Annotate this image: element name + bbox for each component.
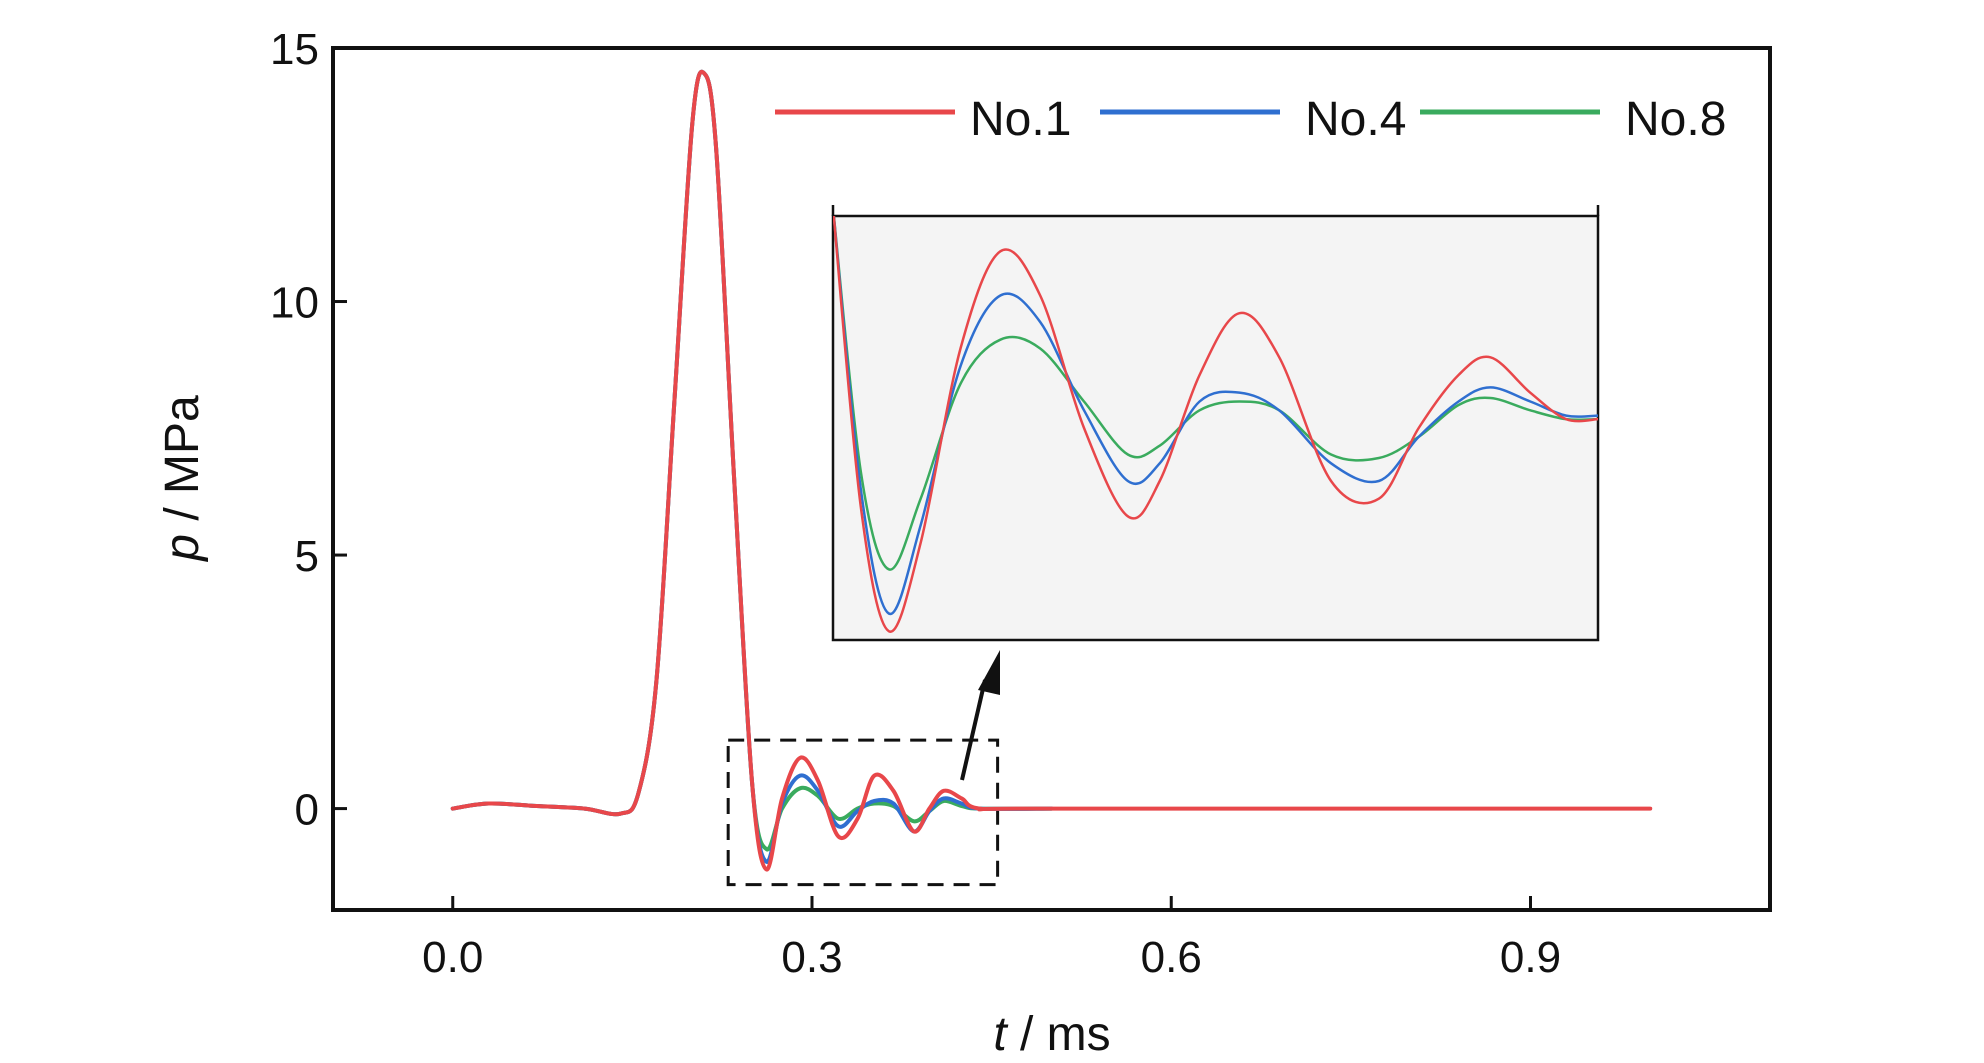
y-axis-variable: p xyxy=(156,534,209,563)
y-axis-ticks: 0 5 10 15 xyxy=(270,25,347,835)
y-tick-label: 5 xyxy=(295,532,319,581)
plot-frame xyxy=(331,46,1772,912)
x-axis-label: t / ms xyxy=(993,1008,1110,1061)
inset-frame xyxy=(831,214,1600,642)
x-tick-label: 0.3 xyxy=(781,933,842,982)
inset-plot xyxy=(831,205,1600,642)
legend: No.1 No.4 No.8 xyxy=(775,93,1726,146)
y-axis-unit: / MPa xyxy=(156,395,209,534)
x-tick-label: 0.0 xyxy=(422,933,483,982)
y-tick-label: 0 xyxy=(295,786,319,835)
series-line-no1 xyxy=(450,69,1653,872)
y-axis-label: p / MPa xyxy=(156,395,209,563)
x-axis-variable: t xyxy=(993,1008,1008,1061)
zoom-arrow xyxy=(960,679,987,781)
inset-series-line-no1 xyxy=(833,216,1598,633)
legend-label-no8: No.8 xyxy=(1625,93,1726,146)
inset-series-line-no8 xyxy=(833,216,1598,571)
legend-label-no1: No.1 xyxy=(970,93,1071,146)
zoom-region-box xyxy=(726,738,1000,887)
x-tick-label: 0.9 xyxy=(1500,933,1561,982)
x-axis-unit: / ms xyxy=(1007,1008,1111,1061)
zoom-arrow-head xyxy=(978,650,1000,695)
inset-series-line-no4 xyxy=(833,216,1598,615)
y-tick-label: 15 xyxy=(270,25,319,74)
x-axis-ticks: 0.0 0.3 0.6 0.9 xyxy=(422,896,1561,982)
legend-label-no4: No.4 xyxy=(1305,93,1406,146)
x-tick-label: 0.6 xyxy=(1141,933,1202,982)
y-tick-label: 10 xyxy=(270,279,319,328)
